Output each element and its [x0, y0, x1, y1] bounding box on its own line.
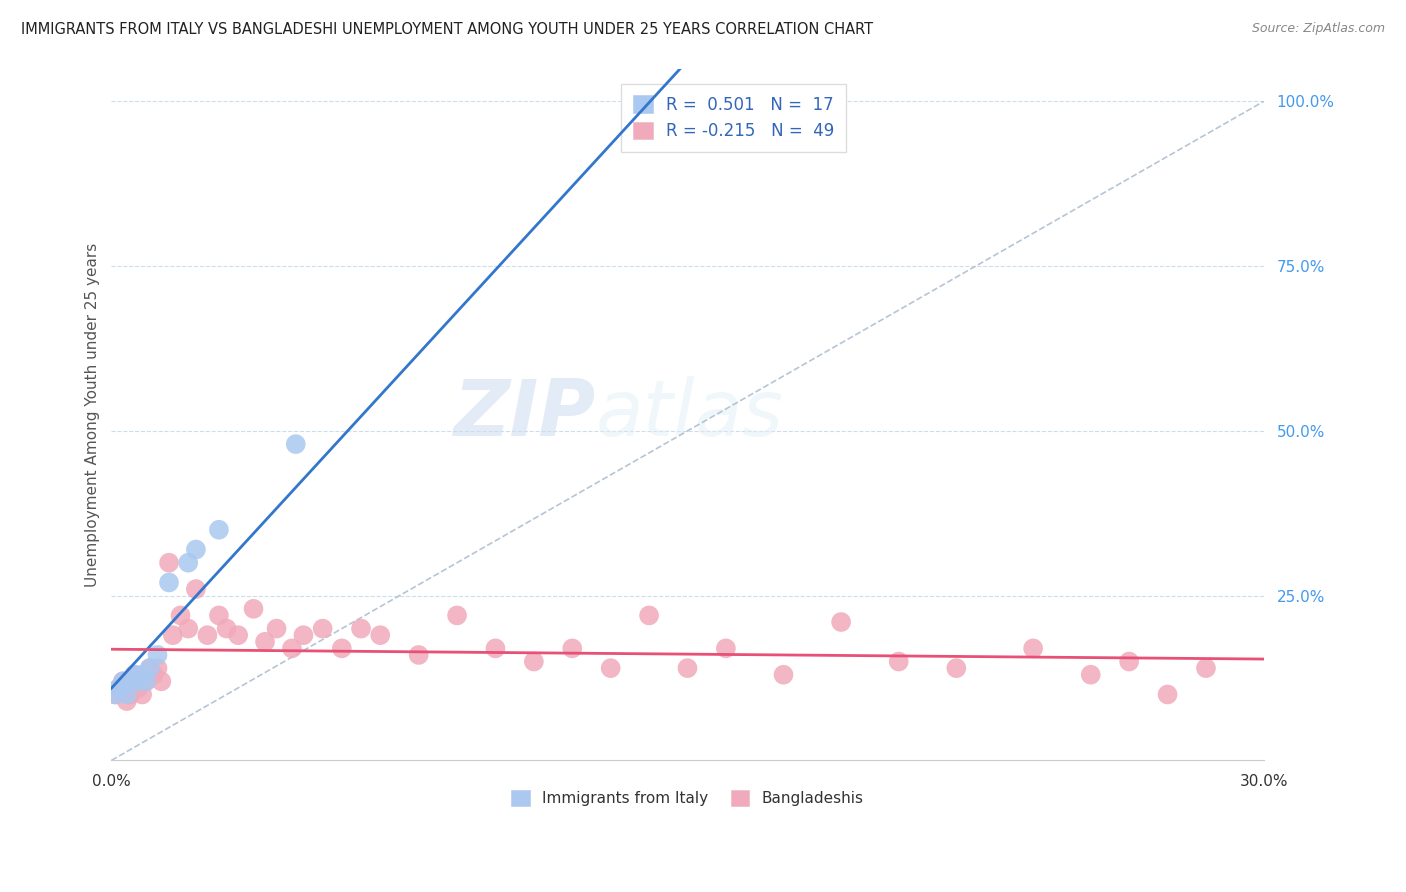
Point	[254, 634, 277, 648]
Point	[446, 608, 468, 623]
Point	[1118, 655, 1140, 669]
Point	[169, 608, 191, 623]
Point	[104, 688, 127, 702]
Legend: Immigrants from Italy, Bangladeshis: Immigrants from Italy, Bangladeshis	[502, 780, 873, 815]
Point	[292, 628, 315, 642]
Point	[408, 648, 430, 662]
Point	[120, 688, 142, 702]
Point	[131, 688, 153, 702]
Point	[124, 667, 146, 681]
Point	[561, 641, 583, 656]
Point	[638, 608, 661, 623]
Point	[177, 556, 200, 570]
Point	[142, 667, 165, 681]
Point	[830, 615, 852, 629]
Point	[108, 681, 131, 695]
Point	[1156, 688, 1178, 702]
Point	[887, 655, 910, 669]
Point	[146, 648, 169, 662]
Text: atlas: atlas	[595, 376, 783, 452]
Point	[350, 622, 373, 636]
Point	[135, 674, 157, 689]
Point	[484, 641, 506, 656]
Point	[772, 667, 794, 681]
Point	[311, 622, 333, 636]
Point	[1022, 641, 1045, 656]
Point	[242, 602, 264, 616]
Point	[523, 655, 546, 669]
Point	[146, 661, 169, 675]
Point	[157, 556, 180, 570]
Point	[127, 674, 149, 689]
Point	[281, 641, 304, 656]
Point	[135, 674, 157, 689]
Point	[115, 688, 138, 702]
Point	[284, 437, 307, 451]
Y-axis label: Unemployment Among Youth under 25 years: Unemployment Among Youth under 25 years	[86, 243, 100, 587]
Point	[945, 661, 967, 675]
Text: IMMIGRANTS FROM ITALY VS BANGLADESHI UNEMPLOYMENT AMONG YOUTH UNDER 25 YEARS COR: IMMIGRANTS FROM ITALY VS BANGLADESHI UNE…	[21, 22, 873, 37]
Point	[150, 674, 173, 689]
Point	[266, 622, 288, 636]
Point	[124, 667, 146, 681]
Point	[131, 667, 153, 681]
Point	[676, 661, 699, 675]
Point	[139, 661, 162, 675]
Point	[157, 575, 180, 590]
Point	[1195, 661, 1218, 675]
Point	[368, 628, 391, 642]
Point	[184, 542, 207, 557]
Text: ZIP: ZIP	[453, 376, 595, 452]
Point	[197, 628, 219, 642]
Point	[108, 681, 131, 695]
Point	[111, 674, 134, 689]
Point	[208, 523, 231, 537]
Point	[120, 674, 142, 689]
Point	[162, 628, 184, 642]
Point	[208, 608, 231, 623]
Point	[115, 694, 138, 708]
Text: Source: ZipAtlas.com: Source: ZipAtlas.com	[1251, 22, 1385, 36]
Point	[215, 622, 238, 636]
Point	[111, 674, 134, 689]
Point	[139, 661, 162, 675]
Point	[104, 688, 127, 702]
Point	[599, 661, 621, 675]
Point	[330, 641, 353, 656]
Point	[1080, 667, 1102, 681]
Point	[226, 628, 249, 642]
Point	[184, 582, 207, 596]
Point	[638, 128, 661, 142]
Point	[177, 622, 200, 636]
Point	[714, 641, 737, 656]
Point	[127, 681, 149, 695]
